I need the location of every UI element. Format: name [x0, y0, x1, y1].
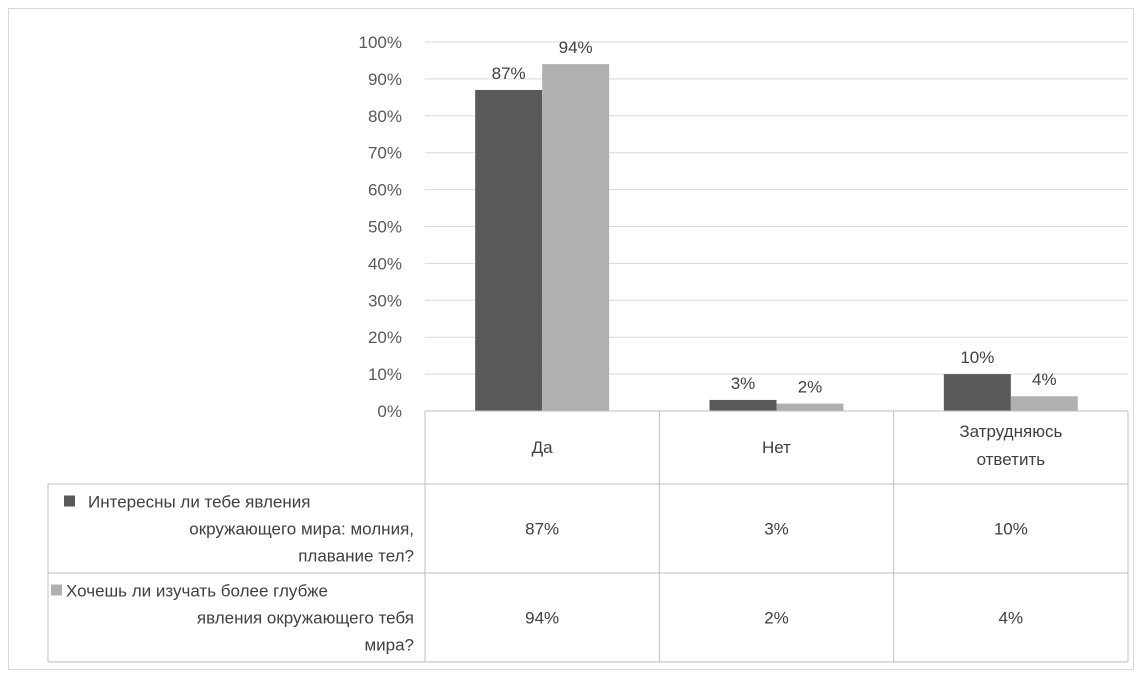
data-label: 10%: [960, 348, 994, 367]
legend-key-series-2: [51, 584, 62, 596]
y-tick-label: 20%: [368, 328, 402, 347]
y-tick-label: 100%: [359, 33, 402, 52]
chart-frame: [8, 8, 1134, 670]
y-tick-label: 0%: [377, 402, 402, 421]
data-label: 87%: [492, 64, 526, 83]
data-label: 3%: [731, 374, 756, 393]
bar-series-2: [542, 64, 610, 411]
y-tick-label: 90%: [368, 70, 402, 89]
table-value: 3%: [764, 520, 789, 539]
series-name: Хочешь ли изучать более глубже явления ок…: [66, 582, 414, 655]
bar-series-2: [1010, 396, 1078, 411]
y-tick-label: 80%: [368, 107, 402, 126]
bar-series-1: [475, 89, 543, 411]
y-tick-label: 10%: [368, 365, 402, 384]
data-label: 94%: [559, 38, 593, 57]
bar-series-2: [776, 403, 844, 411]
legend-key-series-1: [64, 495, 75, 507]
y-tick-label: 60%: [368, 181, 402, 200]
category-label: Нет: [762, 438, 791, 457]
y-tick-label: 30%: [368, 291, 402, 310]
bar-series-1: [943, 374, 1011, 411]
table-value: 2%: [764, 609, 789, 628]
y-tick-label: 70%: [368, 144, 402, 163]
category-label: Да: [532, 438, 554, 457]
series-name: Интересны ли тебе явления окружающего мир…: [88, 493, 414, 566]
table-value: 10%: [994, 520, 1028, 539]
table-value: 94%: [525, 609, 559, 628]
data-label: 2%: [798, 378, 823, 397]
data-label: 4%: [1032, 370, 1057, 389]
y-tick-label: 40%: [368, 254, 402, 273]
category-label: Затрудняюсь ответить: [959, 422, 1062, 469]
table-value: 87%: [525, 520, 559, 539]
table-value: 4%: [999, 609, 1024, 628]
y-tick-label: 50%: [368, 218, 402, 237]
bar-series-1: [709, 399, 777, 411]
